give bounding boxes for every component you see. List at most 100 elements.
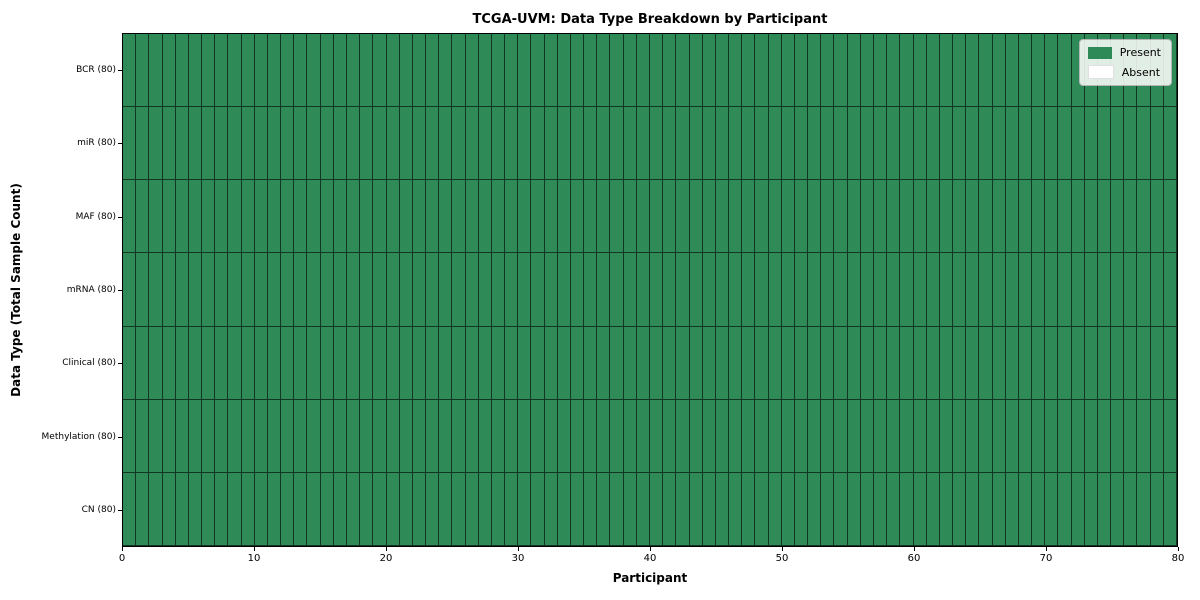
x-tick-mark bbox=[1046, 547, 1047, 551]
heatmap-cell bbox=[162, 472, 176, 546]
heatmap-cell bbox=[281, 180, 295, 254]
heatmap-cell bbox=[584, 326, 598, 400]
heatmap-cell bbox=[202, 472, 216, 546]
heatmap-cell bbox=[1058, 253, 1072, 327]
heatmap-cell bbox=[1084, 326, 1098, 400]
heatmap-cell bbox=[1058, 180, 1072, 254]
heatmap-cell bbox=[188, 399, 203, 473]
heatmap-cell bbox=[847, 107, 861, 181]
heatmap-cell bbox=[505, 180, 519, 254]
heatmap-cell bbox=[966, 180, 980, 254]
absent-swatch-icon bbox=[1087, 65, 1114, 79]
heatmap-cell bbox=[570, 253, 585, 327]
heatmap-cell bbox=[794, 472, 809, 546]
heatmap-cell bbox=[873, 326, 888, 400]
heatmap-cell bbox=[676, 399, 690, 473]
heatmap-cell bbox=[597, 399, 611, 473]
heatmap-cell bbox=[939, 107, 954, 181]
heatmap-cell bbox=[254, 399, 268, 473]
heatmap-cell bbox=[847, 253, 861, 327]
heatmap-cell bbox=[887, 326, 901, 400]
heatmap-cell bbox=[781, 253, 795, 327]
heatmap-cell bbox=[742, 472, 756, 546]
heatmap-cell bbox=[808, 180, 822, 254]
heatmap-cell bbox=[689, 34, 703, 108]
heatmap-cell bbox=[254, 34, 268, 108]
heatmap-cell bbox=[808, 253, 822, 327]
heatmap-cell bbox=[1097, 253, 1112, 327]
heatmap-cell bbox=[979, 253, 993, 327]
heatmap-cell bbox=[702, 34, 716, 108]
heatmap-cell bbox=[1071, 472, 1085, 546]
heatmap-cell bbox=[663, 180, 677, 254]
heatmap-cell bbox=[610, 253, 624, 327]
heatmap-cell bbox=[992, 34, 1006, 108]
heatmap-cell bbox=[557, 34, 571, 108]
heatmap-cell bbox=[702, 326, 716, 400]
heatmap-cell bbox=[426, 34, 440, 108]
heatmap-cell bbox=[188, 34, 203, 108]
heatmap-cell bbox=[1058, 472, 1072, 546]
heatmap-cell bbox=[452, 180, 466, 254]
heatmap-cell bbox=[136, 180, 150, 254]
x-axis-label: Participant bbox=[612, 571, 688, 585]
heatmap-cell bbox=[386, 34, 400, 108]
heatmap-cell bbox=[491, 399, 506, 473]
heatmap-cell bbox=[202, 326, 216, 400]
heatmap-cell bbox=[610, 399, 624, 473]
heatmap-cell bbox=[544, 472, 558, 546]
heatmap-cell bbox=[926, 399, 940, 473]
heatmap-cell bbox=[188, 326, 203, 400]
heatmap-cell bbox=[439, 107, 453, 181]
heatmap-cell bbox=[188, 107, 203, 181]
y-tick-label: miR (80) bbox=[77, 138, 116, 149]
heatmap-cell bbox=[650, 253, 664, 327]
heatmap-cell bbox=[478, 399, 492, 473]
heatmap-cell bbox=[412, 253, 427, 327]
heatmap-cell bbox=[860, 107, 874, 181]
x-tick-label: 70 bbox=[1039, 553, 1053, 564]
heatmap-cell bbox=[518, 180, 532, 254]
heatmap-cell bbox=[887, 34, 901, 108]
heatmap-cell bbox=[1058, 107, 1072, 181]
heatmap-cell bbox=[491, 326, 506, 400]
heatmap-cell bbox=[518, 472, 532, 546]
heatmap-cell bbox=[426, 399, 440, 473]
heatmap-cell bbox=[373, 34, 387, 108]
heatmap-cell bbox=[373, 180, 387, 254]
heatmap-cell bbox=[162, 253, 176, 327]
heatmap-cell bbox=[518, 107, 532, 181]
heatmap-cell bbox=[821, 180, 835, 254]
heatmap-cell bbox=[1018, 107, 1033, 181]
heatmap-cell bbox=[966, 107, 980, 181]
heatmap-cell bbox=[1137, 326, 1151, 400]
heatmap-cell bbox=[531, 107, 545, 181]
heatmap-cell bbox=[650, 326, 664, 400]
heatmap-cell bbox=[689, 399, 703, 473]
heatmap-cell bbox=[1163, 326, 1177, 400]
heatmap-cell bbox=[584, 399, 598, 473]
heatmap-cell bbox=[557, 472, 571, 546]
heatmap-cell bbox=[333, 399, 347, 473]
heatmap-cell bbox=[873, 107, 888, 181]
heatmap-cell bbox=[1111, 107, 1125, 181]
heatmap-cell bbox=[1111, 326, 1125, 400]
heatmap-cell bbox=[465, 180, 479, 254]
y-tick-mark bbox=[118, 290, 122, 291]
heatmap-cell bbox=[1124, 472, 1138, 546]
heatmap-cell bbox=[294, 34, 308, 108]
heatmap-cell bbox=[505, 326, 519, 400]
heatmap-cell bbox=[175, 326, 189, 400]
heatmap-cell bbox=[1084, 180, 1098, 254]
heatmap-cell bbox=[755, 399, 769, 473]
heatmap-cell bbox=[1005, 107, 1019, 181]
heatmap-cell bbox=[926, 34, 940, 108]
heatmap-cell bbox=[742, 253, 756, 327]
heatmap-cell bbox=[386, 399, 400, 473]
heatmap-cell bbox=[123, 399, 137, 473]
heatmap-cell bbox=[755, 180, 769, 254]
heatmap-cell bbox=[491, 180, 506, 254]
heatmap-cell bbox=[149, 472, 163, 546]
heatmap-cell bbox=[1137, 472, 1151, 546]
heatmap-grid bbox=[123, 34, 1177, 546]
